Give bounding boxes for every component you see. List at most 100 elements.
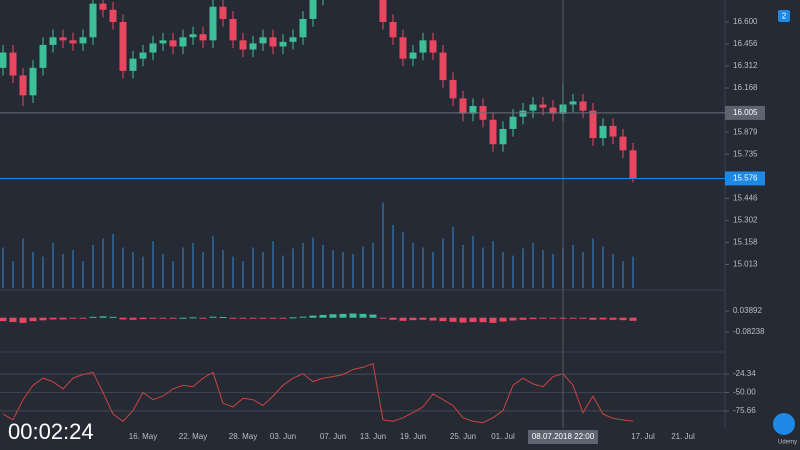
candle-body	[79, 37, 87, 44]
y-tick-label: 15.013	[733, 260, 758, 269]
candle-body	[249, 43, 257, 50]
volume-bar	[262, 252, 264, 288]
volume-bar	[372, 243, 374, 288]
last-price-label: 15.576	[733, 174, 758, 183]
macd-bar	[269, 317, 277, 319]
candle-body	[289, 37, 297, 42]
volume-bar	[302, 243, 304, 288]
y-tick-label: -75.66	[733, 406, 756, 415]
volume-bar	[252, 247, 254, 288]
macd-bar	[469, 317, 477, 323]
macd-bar	[139, 317, 147, 320]
y-tick-label: 16.600	[733, 17, 758, 26]
timer: 00:02:24	[8, 419, 94, 444]
candle-body	[489, 119, 497, 145]
volume-bar	[2, 247, 4, 288]
candles	[0, 0, 637, 183]
x-tick-label: 16. May	[129, 432, 157, 441]
candle-body	[19, 75, 27, 96]
volume-bar	[582, 252, 584, 288]
candle-body	[139, 52, 147, 59]
candle-body	[439, 52, 447, 81]
macd-bar	[9, 317, 17, 323]
macd-bar	[349, 313, 357, 318]
crosshair-date-box	[528, 430, 598, 444]
candle-body	[299, 18, 307, 38]
x-tick-label: 13. Jun	[360, 432, 386, 441]
candle-body	[579, 101, 587, 111]
candle-body	[209, 6, 217, 41]
candle-body	[499, 128, 507, 145]
watermark: Udemy	[778, 440, 797, 446]
chat-button[interactable]	[773, 413, 795, 435]
macd-bar	[199, 317, 207, 319]
macd-bar	[459, 317, 467, 323]
macd-bar	[339, 313, 347, 318]
volume-bar	[522, 248, 524, 288]
volume-bar	[362, 246, 364, 288]
candle-body	[49, 37, 57, 45]
volume-bar	[552, 253, 554, 288]
x-tick-label: 03. Jun	[270, 432, 296, 441]
volume-bar	[492, 241, 494, 288]
volume-bar	[382, 202, 384, 288]
candle-body	[229, 18, 237, 41]
candle-body	[279, 41, 287, 47]
volume-bar	[612, 253, 614, 288]
candle-body	[589, 110, 597, 139]
candle-body	[309, 0, 317, 19]
candle-body	[419, 40, 427, 53]
x-tick-label: 21. Jul	[671, 432, 695, 441]
volume-bar	[92, 244, 94, 288]
macd-bar	[309, 315, 317, 318]
candle-body	[9, 52, 17, 76]
y-tick-label: 15.735	[733, 149, 758, 158]
x-tick-label: 07. Jun	[320, 432, 346, 441]
macd-bar	[569, 317, 577, 319]
macd-bar	[299, 316, 307, 318]
macd-bar	[109, 316, 117, 318]
macd-bar	[89, 316, 97, 318]
candle-body	[39, 44, 47, 68]
macd-bar	[379, 317, 387, 319]
macd-bar	[119, 317, 127, 320]
volume-bar	[152, 241, 154, 288]
macd-bar	[439, 317, 447, 322]
y-tick-label: 15.302	[733, 215, 758, 224]
candle-body	[159, 40, 167, 44]
candle-body	[219, 6, 227, 19]
candle-body	[189, 34, 197, 38]
macd-bar	[359, 313, 367, 318]
candle-body	[429, 40, 437, 53]
badge[interactable]	[778, 10, 790, 22]
macd-bar	[539, 317, 547, 319]
macd-bar	[399, 317, 407, 321]
macd-bar	[239, 317, 247, 319]
macd-bar	[429, 317, 437, 321]
macd-bar	[449, 317, 457, 322]
candle-body	[269, 37, 277, 47]
macd-bar	[499, 317, 507, 322]
x-tick-label: 17. Jul	[631, 432, 655, 441]
macd-bar	[229, 317, 237, 319]
macd-bar	[629, 317, 637, 321]
macd-bar	[249, 317, 257, 319]
macd-bar	[579, 317, 587, 319]
macd-bar	[529, 317, 537, 320]
candle-body	[179, 37, 187, 47]
candle-body	[259, 37, 267, 44]
volume-bar	[12, 261, 14, 288]
candle-body	[529, 104, 537, 111]
macd-bar	[369, 314, 377, 318]
macd-bar	[619, 317, 627, 321]
macd-bar	[519, 317, 527, 320]
candle-body	[119, 22, 127, 71]
volume-bar	[222, 250, 224, 288]
macd-bar	[209, 316, 217, 318]
volume-bar	[542, 250, 544, 288]
candle-body	[459, 98, 467, 114]
macd-bar	[49, 317, 57, 320]
macd-bar	[179, 317, 187, 319]
volume-bar	[82, 261, 84, 288]
volume-bar	[62, 253, 64, 288]
